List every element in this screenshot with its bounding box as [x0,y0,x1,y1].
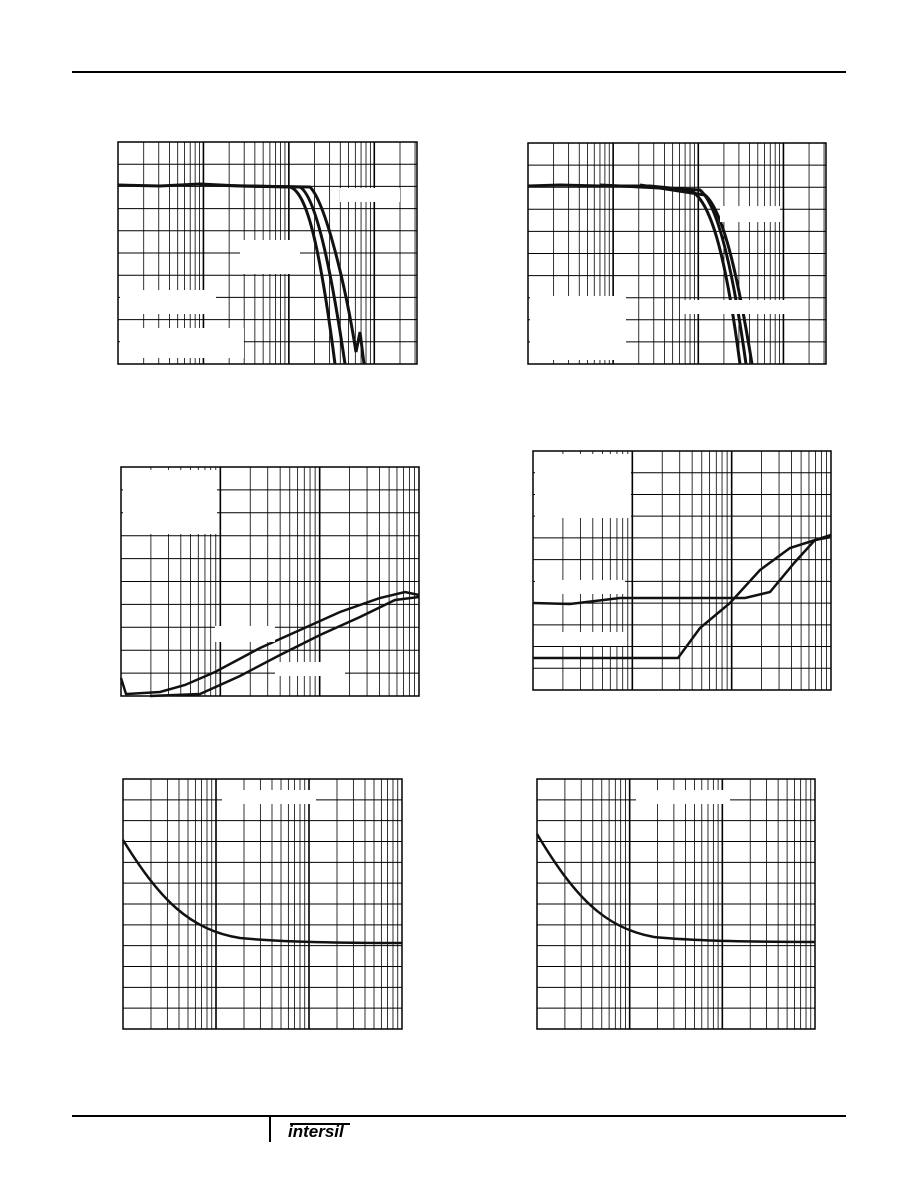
curves [117,182,832,945]
plot-frame [536,778,816,1030]
plots [117,141,832,1030]
curve [121,839,403,945]
plot-frame [117,141,418,365]
curve [535,833,816,944]
curve [199,183,347,365]
plot-frame [120,466,420,697]
curve [149,595,420,698]
plot-frame [532,450,832,691]
curve [239,184,366,365]
curve [639,183,754,365]
curve [533,533,832,660]
blank-labels [120,188,806,804]
logo: intersil [288,1122,345,1141]
plot-frame [527,142,827,365]
plot-frame [122,778,403,1030]
curve [119,590,420,696]
curve [532,535,832,606]
